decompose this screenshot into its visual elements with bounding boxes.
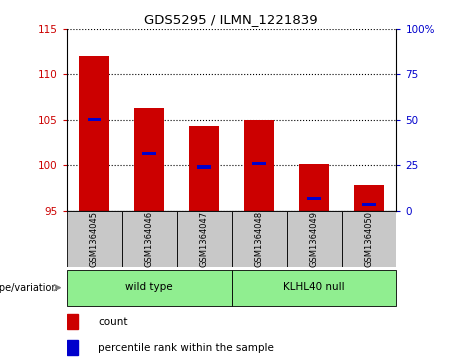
Text: GSM1364045: GSM1364045 — [90, 211, 99, 267]
Text: GSM1364050: GSM1364050 — [365, 211, 373, 267]
Text: percentile rank within the sample: percentile rank within the sample — [98, 343, 274, 353]
Bar — [67, 211, 122, 267]
Bar — [122, 211, 177, 267]
Bar — [67, 314, 78, 329]
Bar — [231, 270, 396, 306]
Bar — [299, 164, 329, 211]
Bar — [362, 203, 376, 206]
Bar — [252, 162, 266, 165]
Bar — [231, 211, 287, 267]
Text: GSM1364046: GSM1364046 — [145, 211, 154, 267]
Bar — [197, 166, 211, 168]
Bar — [67, 270, 231, 306]
Bar — [88, 118, 101, 121]
Text: wild type: wild type — [125, 282, 173, 292]
Bar — [79, 56, 109, 211]
Bar — [189, 126, 219, 211]
Text: GSM1364048: GSM1364048 — [254, 211, 264, 267]
Bar — [287, 211, 342, 267]
Text: GDS5295 / ILMN_1221839: GDS5295 / ILMN_1221839 — [144, 13, 317, 26]
Bar — [342, 211, 396, 267]
Bar — [354, 185, 384, 211]
Bar — [177, 211, 231, 267]
Bar — [307, 197, 321, 200]
Text: genotype/variation: genotype/variation — [0, 283, 58, 293]
Bar — [142, 152, 156, 155]
Text: KLHL40 null: KLHL40 null — [283, 282, 345, 292]
Text: GSM1364049: GSM1364049 — [309, 211, 319, 267]
Bar — [244, 120, 274, 211]
Bar — [67, 340, 78, 355]
Bar — [134, 108, 165, 211]
Text: count: count — [98, 317, 128, 327]
Text: GSM1364047: GSM1364047 — [200, 211, 209, 267]
